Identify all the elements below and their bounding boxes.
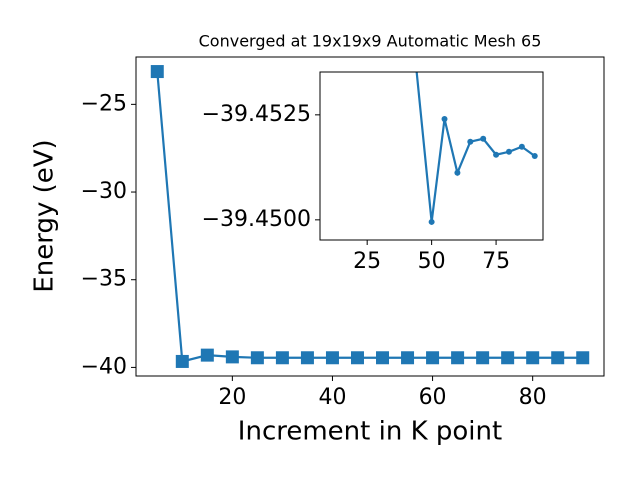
y-tick-label: −25 bbox=[81, 91, 127, 116]
data-point bbox=[426, 351, 440, 365]
series-line bbox=[415, 72, 536, 223]
data-point bbox=[275, 351, 289, 365]
chart-title: Converged at 19x19x9 Automatic Mesh 65 bbox=[199, 32, 542, 51]
series bbox=[150, 65, 590, 368]
data-point bbox=[350, 351, 364, 365]
y-tick-label: −30 bbox=[81, 179, 127, 204]
data-point bbox=[518, 143, 525, 150]
y-tick-label: −39.4500 bbox=[202, 207, 311, 232]
data-point bbox=[175, 354, 189, 368]
data-point bbox=[325, 351, 339, 365]
data-point bbox=[225, 350, 239, 364]
axes-frame bbox=[135, 56, 605, 377]
data-point bbox=[454, 169, 461, 176]
x-tick-label: 20 bbox=[218, 385, 246, 410]
y-axis-label: Energy (eV) bbox=[30, 139, 60, 292]
series bbox=[415, 72, 538, 225]
data-point bbox=[300, 351, 314, 365]
data-point bbox=[467, 138, 474, 145]
data-point bbox=[480, 135, 487, 142]
data-point bbox=[505, 148, 512, 155]
data-point bbox=[376, 351, 390, 365]
y-tick-label: −35 bbox=[81, 267, 127, 292]
data-point bbox=[501, 351, 515, 365]
data-point bbox=[531, 153, 538, 159]
x-axis-label: Increment in K point bbox=[238, 417, 502, 447]
data-point bbox=[551, 351, 565, 365]
y-tick-label: −40 bbox=[81, 354, 127, 379]
x-tick-label: 75 bbox=[482, 249, 510, 274]
data-point bbox=[250, 351, 264, 365]
x-tick-label: 40 bbox=[318, 385, 346, 410]
data-point bbox=[150, 65, 164, 79]
x-tick-label: 50 bbox=[418, 249, 446, 274]
data-point bbox=[200, 348, 214, 362]
data-point bbox=[476, 351, 490, 365]
data-point bbox=[428, 218, 435, 225]
x-tick-label: 60 bbox=[419, 385, 447, 410]
data-point bbox=[526, 351, 540, 365]
y-tick-label: −39.4525 bbox=[202, 102, 311, 127]
x-tick-label: 25 bbox=[353, 249, 381, 274]
data-point bbox=[441, 116, 448, 123]
data-point bbox=[493, 151, 500, 158]
data-point bbox=[451, 351, 465, 365]
data-point bbox=[401, 351, 415, 365]
x-tick-label: 80 bbox=[519, 385, 547, 410]
data-point bbox=[576, 351, 590, 365]
axes-frame bbox=[319, 71, 544, 241]
